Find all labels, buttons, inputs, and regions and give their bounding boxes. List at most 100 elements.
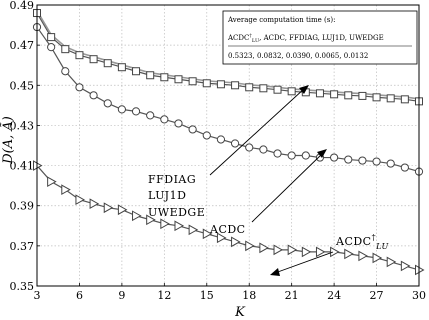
data-point-triangle <box>188 224 199 236</box>
annotation-ffdiag-arrowhead <box>299 85 309 94</box>
annotation-acdc-lu-arrow <box>274 251 334 274</box>
legend-box: Average computation time (s): ACDC†LU, A… <box>222 10 418 65</box>
data-point-circle <box>259 145 268 154</box>
data-point-triangle <box>344 248 354 260</box>
data-point-circle <box>61 67 70 76</box>
y-tick-label: 0.37 <box>10 240 35 253</box>
x-axis-title: K <box>234 305 246 320</box>
y-tick-label: 0.41 <box>10 160 35 173</box>
x-tick-label: 15 <box>200 289 214 302</box>
legend-times: 0.5323, 0.0832, 0.0390, 0.0065, 0.0132 <box>228 52 368 60</box>
annotation-acdc-lu-sup: † <box>372 233 377 242</box>
data-point-square <box>231 81 240 90</box>
data-point-triangle <box>174 220 185 232</box>
annotation-acdc-lu: ACDC†LU <box>270 233 388 276</box>
data-point-triangle <box>117 204 128 216</box>
legend-methods: ACDC†LU, ACDC, FFDIAG, LUJ1D, UWEDGE <box>227 33 384 44</box>
series-line-triangle-right <box>36 165 420 271</box>
annotation-ffdiag-line3: UWEDGE <box>148 206 205 219</box>
data-point-circle <box>400 163 409 172</box>
data-point-triangle <box>245 240 255 252</box>
data-point-circle <box>372 157 381 166</box>
y-tick-label: 0.45 <box>10 79 35 92</box>
x-tick-label: 12 <box>157 289 171 302</box>
data-point-triangle <box>89 198 100 210</box>
data-point-triangle <box>160 218 170 230</box>
data-point-square <box>89 55 98 64</box>
data-point-square <box>188 77 197 86</box>
data-point-square <box>103 59 112 68</box>
data-point-circle <box>75 83 84 92</box>
tick-labels: 3 6 9 12 15 18 21 24 27 30 0.35 0.37 0.39 0.41 0.43 0.4… <box>10 0 427 302</box>
data-point-square <box>259 84 268 93</box>
data-point-triangle <box>358 250 368 262</box>
data-point-circle <box>301 151 310 160</box>
data-point-triangle <box>47 176 57 187</box>
x-tick-label: 30 <box>412 289 426 302</box>
data-point-circle <box>146 111 155 120</box>
annotation-acdc-label: ACDC <box>209 223 246 236</box>
data-point-square <box>202 79 211 88</box>
y-tick-label: 0.39 <box>10 200 35 213</box>
data-point-square <box>245 83 254 92</box>
legend-method-first-sub: LU <box>252 38 259 44</box>
data-point-triangle <box>202 228 213 240</box>
data-point-square <box>160 73 169 82</box>
y-tick-label: 0.47 <box>10 39 35 52</box>
data-point-circle <box>287 151 296 160</box>
legend-frame <box>222 10 418 65</box>
x-tick-label: 3 <box>34 289 41 302</box>
x-tick-label: 24 <box>327 289 341 302</box>
data-point-circle <box>358 156 367 165</box>
data-point-circle <box>131 107 141 116</box>
data-point-triangle <box>386 256 397 268</box>
data-point-square <box>372 93 381 102</box>
series-line-circle <box>36 26 420 173</box>
data-point-circle <box>202 131 211 140</box>
data-point-circle <box>47 43 56 52</box>
data-point-square <box>400 95 409 104</box>
annotation-acdc-lu-main: ACDC <box>335 235 372 248</box>
annotation-acdc-arrowhead <box>317 149 327 158</box>
annotation-ffdiag-line2: LUJ1D <box>148 189 186 202</box>
data-point-triangle <box>61 184 71 196</box>
data-point-square <box>358 91 367 100</box>
data-point-square <box>315 89 324 98</box>
data-point-circle <box>273 149 282 158</box>
data-point-triangle <box>372 252 383 264</box>
annotation-acdc: ACDC <box>209 149 327 236</box>
data-point-triangle <box>400 260 411 272</box>
data-point-circle <box>245 143 254 152</box>
data-point-square <box>174 75 183 84</box>
data-point-square <box>146 71 155 80</box>
x-tick-label: 6 <box>76 289 83 302</box>
data-point-triangle <box>301 246 312 258</box>
data-point-circle <box>330 153 339 162</box>
data-point-triangle <box>216 232 227 244</box>
data-point-triangle <box>259 242 269 254</box>
data-point-triangle <box>273 244 284 256</box>
data-point-square <box>132 67 141 76</box>
data-point-square <box>47 33 56 42</box>
annotation-ffdiag-arrow <box>209 87 306 176</box>
legend-method-first: ACDC <box>227 34 249 42</box>
series-line-overlap <box>36 10 420 100</box>
y-axis-title: D(A, Ã) <box>0 116 16 165</box>
annotation-ffdiag: FFDIAG LUJ1D UWEDGE <box>148 85 309 219</box>
data-point-circle <box>117 105 126 114</box>
data-point-square <box>273 85 282 94</box>
x-tick-label: 18 <box>242 289 256 302</box>
y-tick-label: 0.43 <box>10 119 35 132</box>
data-point-circle <box>174 119 183 128</box>
y-tick-label: 0.35 <box>10 280 35 293</box>
data-point-circle <box>188 125 197 134</box>
data-point-circle <box>216 135 226 144</box>
data-point-circle <box>160 115 169 124</box>
data-point-circle <box>386 159 395 168</box>
x-tick-label: 9 <box>118 289 125 302</box>
legend-header: Average computation time (s): <box>227 16 335 24</box>
data-point-circle <box>230 139 240 148</box>
x-tick-label: 21 <box>285 289 299 302</box>
annotation-acdc-arrow <box>251 152 324 223</box>
